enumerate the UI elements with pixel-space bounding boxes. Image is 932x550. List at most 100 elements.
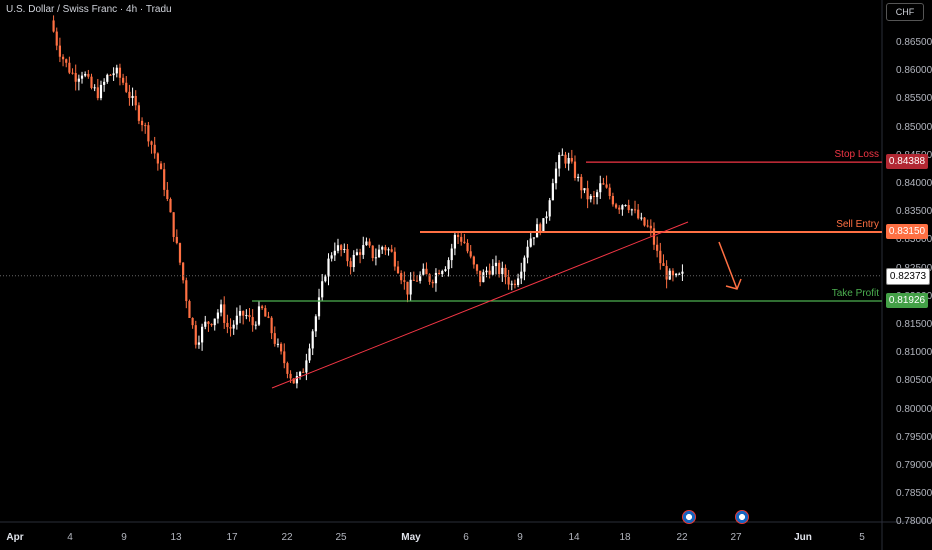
candle-body — [131, 95, 134, 99]
candle-body — [428, 274, 431, 282]
candle-body — [270, 317, 273, 334]
currency-button[interactable]: CHF — [886, 3, 924, 21]
candle-body — [491, 266, 494, 275]
candle-body — [235, 315, 238, 325]
candle-body — [273, 333, 276, 344]
price-tick-label: 0.85500 — [896, 93, 932, 105]
candle-body — [469, 251, 472, 257]
candle-body — [276, 343, 280, 345]
candle-body — [305, 360, 308, 373]
candle-body — [618, 207, 621, 210]
candle-body — [182, 262, 185, 281]
candle-body — [400, 273, 403, 281]
candle-body — [554, 168, 558, 184]
candle-body — [327, 258, 330, 277]
time-tick-label: 18 — [619, 532, 631, 543]
candle-body — [482, 272, 485, 283]
candle-body — [359, 252, 362, 255]
candle-body — [112, 73, 115, 76]
take-profit-label: Take Profit — [831, 287, 879, 299]
candle-body — [125, 82, 128, 92]
time-tick-label: May — [401, 532, 421, 543]
candle-body — [520, 271, 523, 279]
candle-body — [226, 322, 229, 328]
candle-body — [529, 238, 532, 247]
time-tick-label: 9 — [517, 532, 523, 543]
candle-body — [656, 244, 659, 251]
stop-loss-label: Stop Loss — [834, 149, 879, 161]
candle-body — [374, 257, 377, 259]
candle-body — [441, 270, 444, 275]
candle-body — [419, 274, 422, 281]
candle-body — [577, 176, 580, 178]
candle-body — [592, 195, 596, 198]
price-tick-label: 0.79000 — [896, 460, 932, 471]
candle-body — [261, 306, 264, 309]
candle-body — [646, 225, 649, 227]
candle-body — [210, 323, 213, 326]
candle-body — [472, 256, 475, 265]
candle-body — [377, 249, 381, 258]
current-price-tag: 0.82373 — [886, 267, 930, 285]
candle-body — [564, 154, 567, 164]
candle-body — [140, 120, 144, 126]
us-flag-icon[interactable] — [682, 510, 696, 524]
candle-body — [115, 67, 118, 74]
down-arrow-icon — [718, 241, 742, 290]
candle-body — [159, 163, 163, 170]
candle-body — [390, 249, 393, 252]
candle-body — [197, 342, 201, 345]
price-tick-label: 0.79500 — [896, 431, 932, 443]
candle-body — [87, 73, 90, 77]
candle-body — [68, 62, 71, 73]
candle-body — [409, 279, 412, 295]
candle-body — [551, 183, 554, 201]
candle-body — [118, 67, 122, 78]
candle-body — [84, 73, 87, 76]
candle-body — [665, 265, 668, 280]
price-tick-label: 0.81000 — [896, 347, 932, 359]
candle-body — [523, 257, 526, 272]
candle-body — [444, 269, 447, 271]
candle-body — [156, 153, 159, 164]
candle-body — [608, 187, 611, 197]
candle-body — [99, 84, 103, 99]
candle-body — [662, 263, 665, 266]
candle-body — [649, 225, 652, 229]
candle-body — [570, 158, 573, 162]
price-tick-label: 0.86500 — [896, 37, 932, 48]
candle-body — [352, 254, 355, 268]
candle-body — [573, 161, 577, 178]
candle-body — [346, 248, 349, 262]
candle-body — [280, 343, 283, 352]
us-flag-icon[interactable] — [735, 510, 749, 524]
candle-body — [74, 73, 77, 82]
candle-body — [302, 371, 305, 373]
candle-body — [681, 271, 684, 274]
candle-body — [675, 273, 678, 276]
candle-body — [365, 241, 368, 246]
candle-body — [264, 308, 267, 317]
candle-body — [501, 267, 504, 275]
candle-body — [134, 95, 137, 106]
price-tick-label: 0.86000 — [896, 65, 932, 77]
candle-body — [61, 56, 65, 60]
candle-body — [324, 276, 327, 282]
candle-body — [267, 316, 270, 318]
candle-body — [355, 252, 359, 255]
symbol-title[interactable]: U.S. Dollar / Swiss Franc · 4h · Tradu — [6, 4, 172, 15]
candle-body — [292, 378, 295, 384]
candle-body — [535, 224, 539, 238]
candle-body — [201, 326, 204, 343]
candle-body — [175, 236, 178, 244]
candle-body — [488, 270, 491, 275]
candle-body — [453, 234, 456, 249]
candle-body — [144, 125, 147, 127]
price-tick-label: 0.83500 — [896, 206, 932, 218]
candle-body — [438, 272, 441, 275]
candle-body — [330, 255, 333, 259]
candle-body — [466, 242, 469, 252]
candle-body — [479, 270, 482, 283]
candle-body — [580, 176, 583, 191]
